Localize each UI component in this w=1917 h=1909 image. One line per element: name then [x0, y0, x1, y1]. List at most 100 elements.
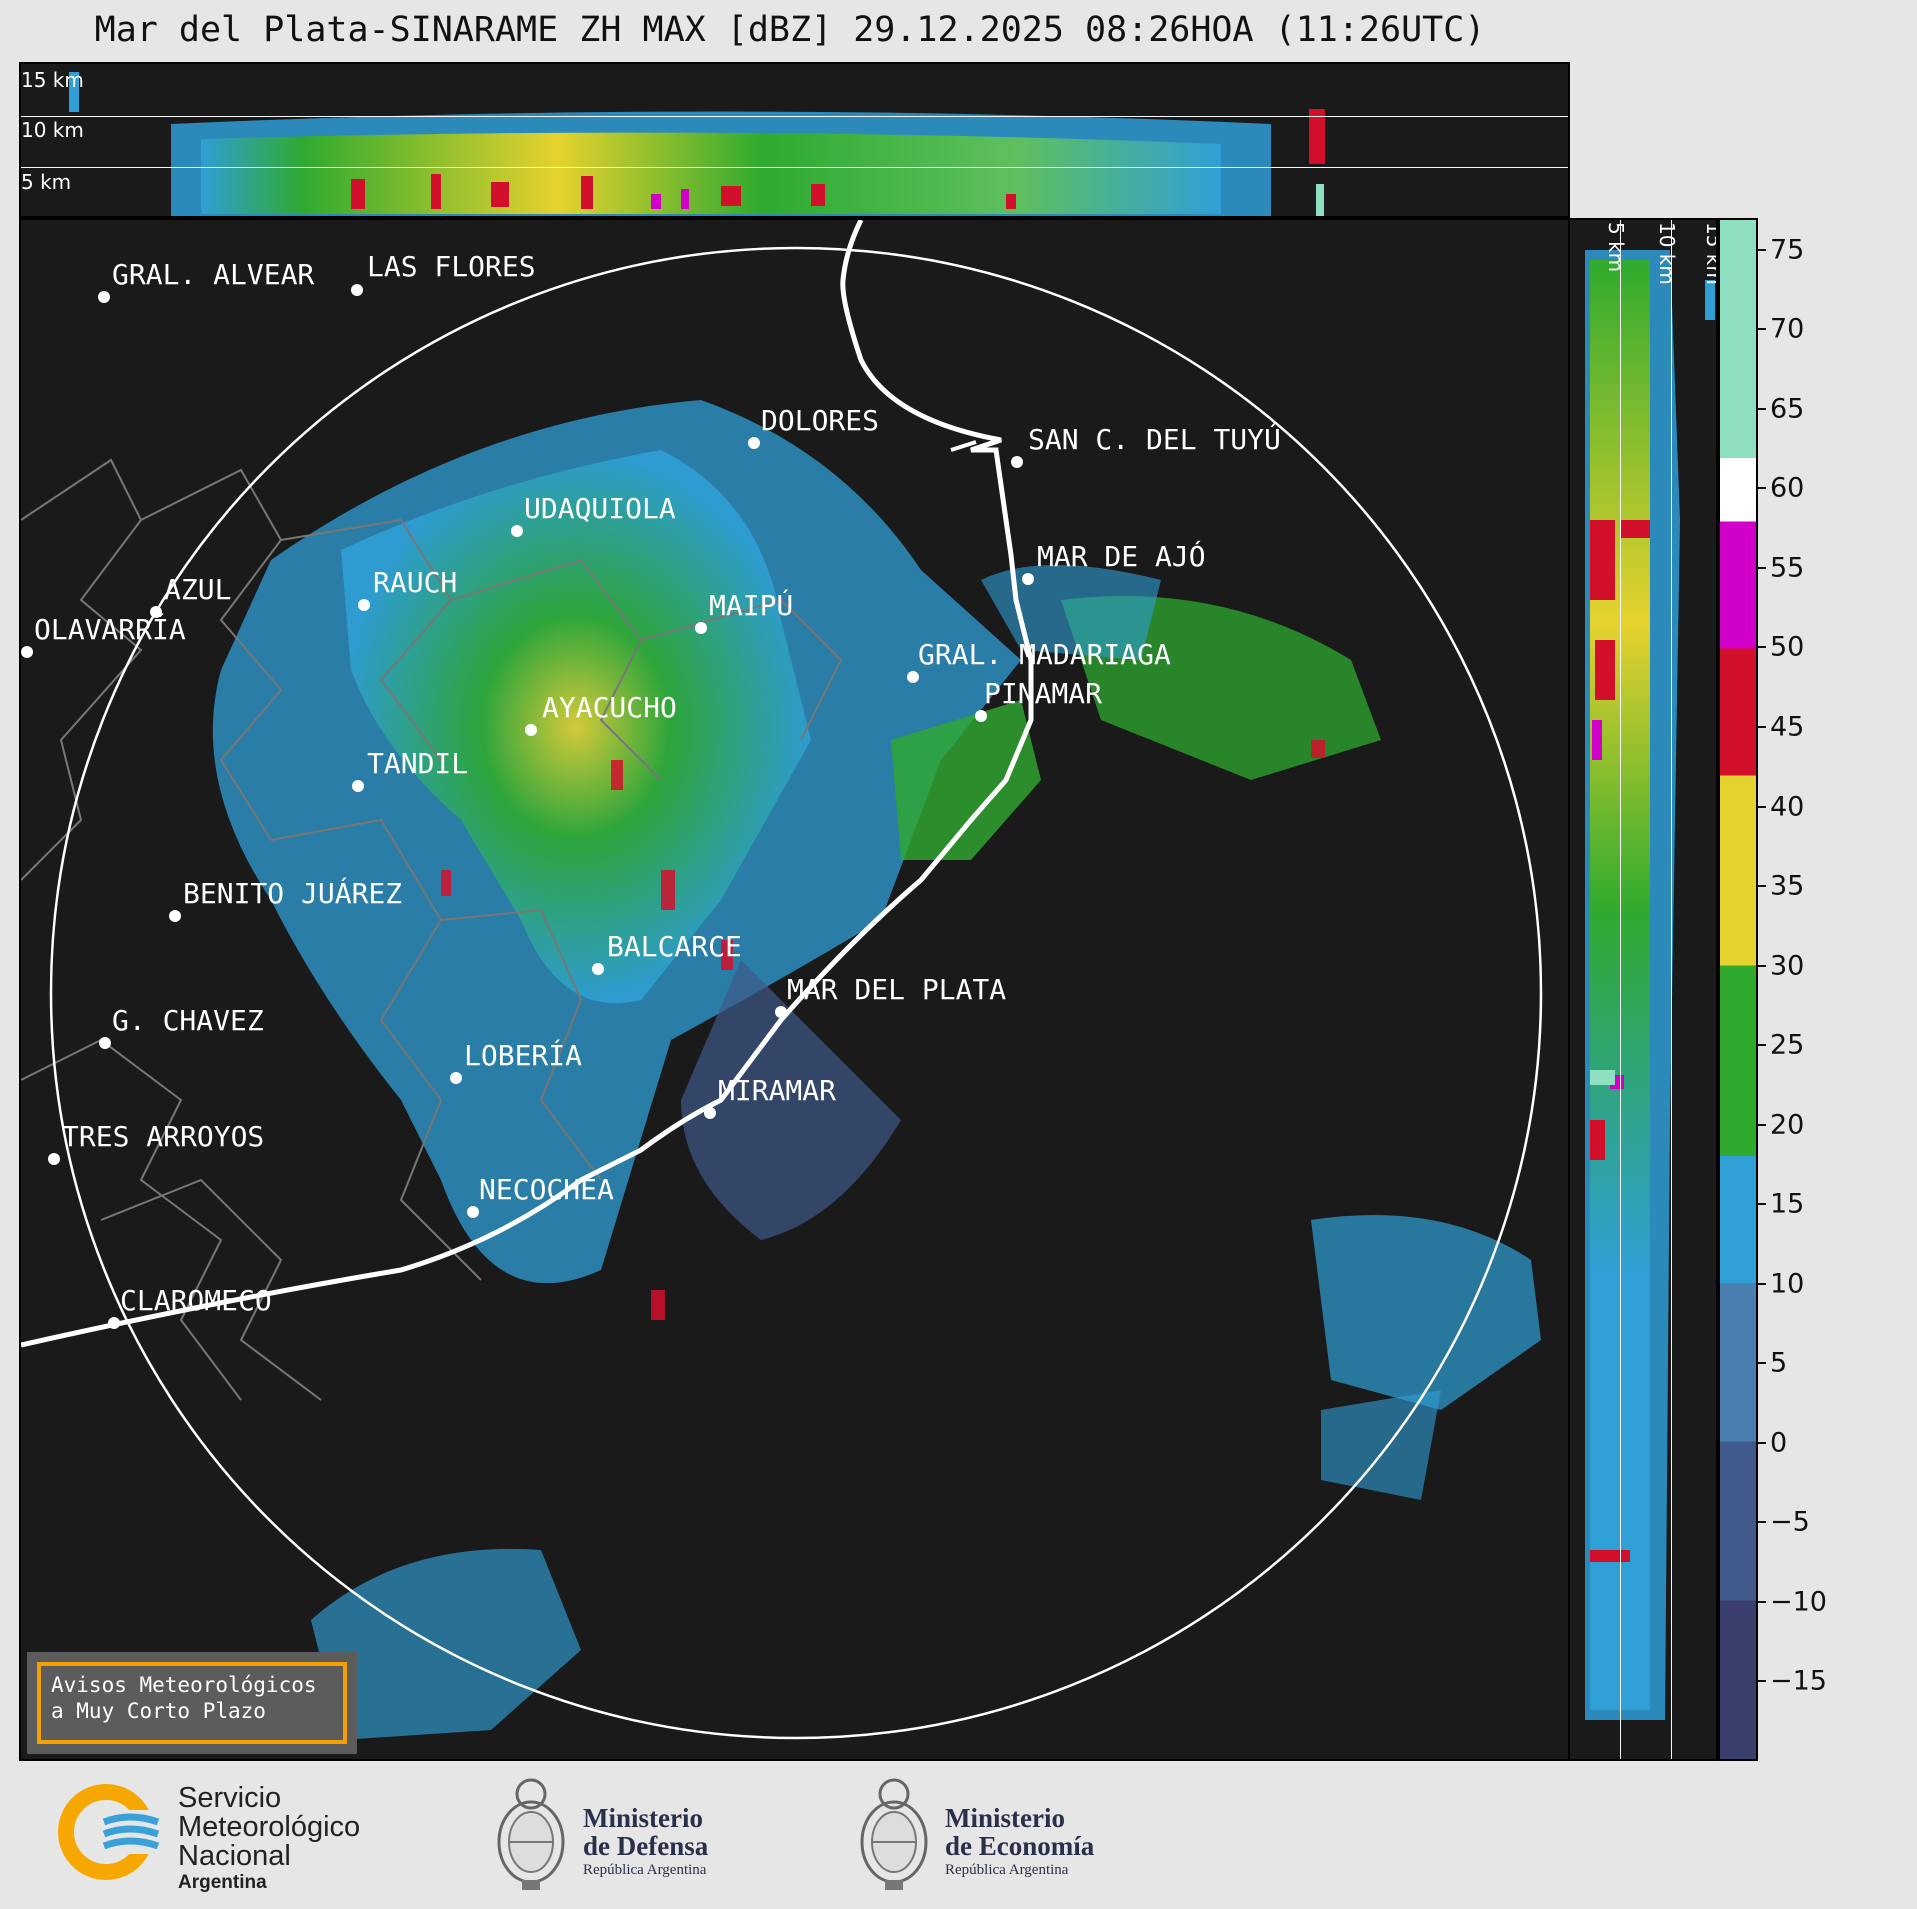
notice-box[interactable]: Avisos Meteorológicos a Muy Corto Plazo: [37, 1662, 347, 1744]
colorbar-tick-mark: [1758, 566, 1766, 569]
place-label-mar-de-ajo: MAR DE AJÓ: [1037, 540, 1206, 573]
colorbar-tick-mark: [1758, 487, 1766, 490]
place-label-tandil: TANDIL: [367, 747, 469, 780]
economia-line-2: de Economía: [945, 1831, 1095, 1861]
place-label-rauch: RAUCH: [373, 566, 458, 599]
place-label-mar-del-plata: MAR DEL PLATA: [787, 973, 1007, 1006]
place-label-g-chavez: G. CHAVEZ: [112, 1004, 264, 1037]
place-marker-rauch: [358, 599, 370, 611]
economia-line-1: Ministerio: [945, 1803, 1065, 1833]
colorbar-tick-mark: [1758, 805, 1766, 808]
colorbar-tick-mark: [1758, 407, 1766, 410]
place-label-pinamar: PINAMAR: [984, 677, 1103, 710]
place-label-azul: AZUL: [164, 573, 232, 606]
colorbar-tick-mark: [1758, 1282, 1766, 1285]
place-label-udaquiola: UDAQUIOLA: [524, 492, 676, 525]
defensa-line-3: República Argentina: [583, 1862, 707, 1878]
colorbar: [1718, 218, 1758, 1761]
place-label-maipu: MAIPÚ: [709, 589, 794, 622]
place-marker-tandil: [352, 780, 364, 792]
place-marker-azul: [150, 606, 162, 618]
place-marker-miramar: [704, 1107, 716, 1119]
colorbar-tick-label: 5: [1770, 1347, 1788, 1379]
smn-logo-icon: [58, 1784, 172, 1880]
defensa-line-2: de Defensa: [583, 1831, 709, 1861]
colorbar-tick-mark: [1758, 1600, 1766, 1603]
place-label-necochea: NECOCHEA: [479, 1173, 614, 1206]
colorbar-tick-label: 15: [1770, 1188, 1805, 1220]
side-cross-section-graphic: [1585, 250, 1715, 1720]
place-label-las-flores: LAS FLORES: [367, 250, 536, 283]
notice-line-2: a Muy Corto Plazo: [51, 1699, 266, 1723]
colorbar-tick-mark: [1758, 1680, 1766, 1683]
side-altitude-label-5: 5 km: [1604, 222, 1628, 273]
colorbar-tick-mark: [1758, 1044, 1766, 1047]
place-marker-benito-juarez: [169, 910, 181, 922]
colorbar-tick-mark: [1758, 646, 1766, 649]
smn-line-1: Servicio: [178, 1782, 282, 1814]
colorbar-tick-label: 70: [1770, 313, 1805, 345]
colorbar-tick-label: 50: [1770, 631, 1805, 663]
place-label-gral-madariaga: GRAL. MADARIAGA: [918, 638, 1171, 671]
colorbar-tick-mark: [1758, 964, 1766, 967]
place-marker-las-flores: [351, 284, 363, 296]
colorbar-tick-label: −10: [1770, 1586, 1827, 1618]
colorbar-tick-label: −5: [1770, 1506, 1810, 1538]
place-marker-dolores: [748, 437, 760, 449]
place-marker-tres-arroyos: [48, 1153, 60, 1165]
colorbar-tick-mark: [1758, 328, 1766, 331]
colorbar-tick-mark: [1758, 726, 1766, 729]
place-marker-gral-madariaga: [907, 671, 919, 683]
colorbar-tick-label: 45: [1770, 711, 1805, 743]
colorbar-tick-mark: [1758, 248, 1766, 251]
coat-of-arms-icon: [492, 1772, 570, 1892]
colorbar-tick-label: 35: [1770, 870, 1805, 902]
coat-of-arms-icon: [855, 1772, 933, 1892]
place-marker-mar-de-ajo: [1022, 573, 1034, 585]
place-label-gral-alvear: GRAL. ALVEAR: [112, 258, 315, 291]
place-marker-balcarce: [592, 963, 604, 975]
place-marker-san-c-del-tuyu: [1011, 456, 1023, 468]
place-label-loberia: LOBERÍA: [464, 1039, 583, 1072]
top-cross-section-graphic: [69, 72, 1325, 216]
colorbar-tick-label: 60: [1770, 472, 1805, 504]
place-marker-maipu: [695, 622, 707, 634]
defensa-logo-text: Ministerio de Defensa República Argentin…: [583, 1804, 708, 1880]
place-marker-gral-alvear: [98, 291, 110, 303]
place-label-tres-arroyos: TRES ARROYOS: [62, 1120, 265, 1153]
chart-title: Mar del Plata-SINARAME ZH MAX [dBZ] 29.1…: [94, 10, 1486, 50]
place-label-dolores: DOLORES: [761, 404, 880, 437]
place-marker-mar-del-plata: [775, 1006, 787, 1018]
smn-line-2: Meteorológico: [178, 1811, 361, 1843]
colorbar-tick-mark: [1758, 1362, 1766, 1365]
place-label-miramar: MIRAMAR: [718, 1074, 837, 1107]
place-marker-loberia: [450, 1072, 462, 1084]
top-altitude-label-10: 10 km: [21, 118, 84, 142]
place-marker-g-chavez: [99, 1037, 111, 1049]
colorbar-tick-label: 20: [1770, 1109, 1805, 1141]
place-label-ayacucho: AYACUCHO: [542, 691, 677, 724]
place-label-olavarria: OLAVARRÍA: [34, 613, 186, 646]
colorbar-tick-label: 25: [1770, 1029, 1805, 1061]
notice-line-1: Avisos Meteorológicos: [51, 1673, 317, 1697]
colorbar-tick-mark: [1758, 1441, 1766, 1444]
place-marker-olavarria: [21, 646, 33, 658]
side-altitude-label-15: 15 km: [1702, 222, 1718, 285]
place-label-benito-juarez: BENITO JUÁREZ: [183, 877, 403, 910]
colorbar-tick-label: −15: [1770, 1665, 1827, 1697]
colorbar-tick-mark: [1758, 1203, 1766, 1206]
side-altitude-label-10: 10 km: [1655, 222, 1679, 285]
radar-map[interactable]: GRAL. ALVEAR LAS FLORES DOLORES SAN C. D…: [19, 218, 1570, 1761]
economia-logo-text: Ministerio de Economía República Argenti…: [945, 1804, 1094, 1880]
place-label-san-c-del-tuyu: SAN C. DEL TUYÚ: [1028, 423, 1281, 456]
colorbar-tick-label: 55: [1770, 552, 1805, 584]
place-marker-ayacucho: [525, 724, 537, 736]
colorbar-tick-mark: [1758, 885, 1766, 888]
economia-line-3: República Argentina: [945, 1862, 1069, 1878]
notice-panel[interactable]: Avisos Meteorológicos a Muy Corto Plazo: [27, 1652, 357, 1754]
smn-logo-text: Servicio Meteorológico Nacional Argentin…: [178, 1784, 360, 1895]
colorbar-tick-label: 65: [1770, 393, 1805, 425]
top-altitude-label-5: 5 km: [21, 170, 72, 194]
colorbar-tick-label: 30: [1770, 950, 1805, 982]
colorbar-tick-label: 40: [1770, 791, 1805, 823]
